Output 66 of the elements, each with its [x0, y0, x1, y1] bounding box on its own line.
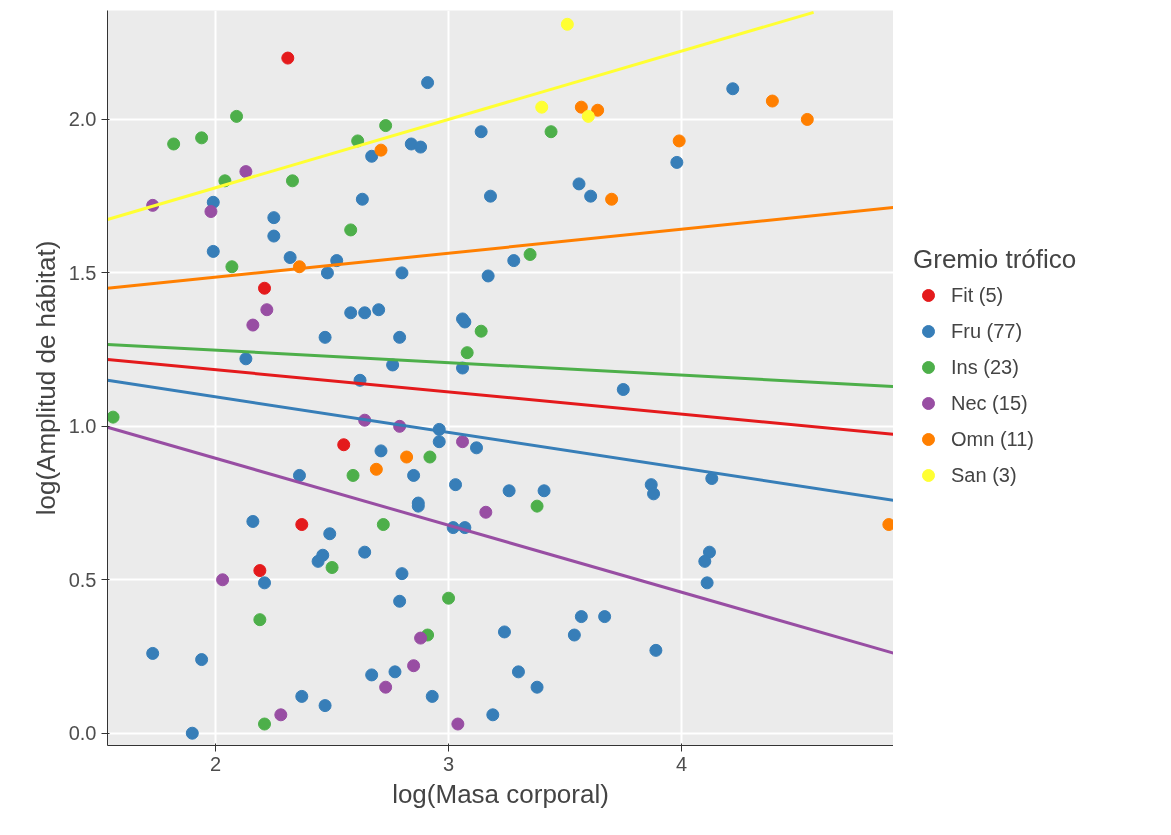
y-tick-label: 0.5 — [68, 568, 97, 591]
point — [281, 51, 295, 65]
point — [605, 192, 619, 206]
y-tick-label: 2.0 — [68, 108, 97, 131]
point — [258, 717, 272, 731]
point — [369, 462, 383, 476]
point — [456, 435, 470, 449]
point — [225, 260, 239, 274]
point — [451, 717, 465, 731]
point — [560, 17, 574, 31]
point — [414, 631, 428, 645]
point — [204, 205, 218, 218]
point — [216, 573, 230, 587]
point — [591, 103, 605, 117]
x-tick-label: 3 — [442, 752, 455, 775]
point — [379, 680, 393, 694]
point — [274, 708, 288, 722]
point — [379, 119, 393, 133]
y-axis-title: log(Amplitud de hábitat) — [30, 240, 61, 516]
legend-label: Fit (5) — [951, 282, 1004, 308]
point — [530, 499, 544, 513]
point — [107, 410, 120, 424]
y-tick-label: 1.0 — [68, 415, 97, 438]
point — [574, 100, 588, 114]
y-tick-label: 1.5 — [68, 261, 97, 284]
point — [230, 109, 244, 123]
legend-label: Fru (77) — [951, 318, 1023, 344]
point — [337, 438, 351, 452]
point — [479, 505, 493, 519]
point — [581, 109, 595, 123]
point — [407, 659, 421, 673]
y-tick-label: 0.0 — [68, 722, 97, 745]
x-tick-label: 4 — [675, 752, 688, 775]
point — [400, 450, 414, 464]
point — [239, 165, 253, 179]
point — [374, 143, 388, 157]
point — [376, 518, 390, 532]
point — [672, 134, 686, 148]
point — [474, 324, 488, 338]
point — [325, 561, 339, 574]
legend-label: San (3) — [951, 462, 1017, 488]
point — [765, 94, 779, 108]
point — [800, 112, 814, 126]
point — [260, 303, 274, 317]
x-tick-label: 2 — [210, 752, 222, 775]
point — [246, 318, 260, 332]
legend-label: Ins (23) — [951, 354, 1019, 380]
point — [344, 223, 358, 237]
point — [285, 174, 299, 188]
legend-label: Omn (11) — [951, 426, 1034, 452]
point — [544, 125, 558, 139]
point — [346, 468, 360, 482]
point — [442, 591, 456, 605]
point — [460, 346, 474, 360]
point — [523, 247, 537, 261]
point — [195, 131, 209, 145]
x-axis-title: log(Masa corporal) — [392, 778, 609, 809]
legend-title: Gremio trófico — [913, 244, 1077, 275]
point — [253, 564, 267, 578]
point — [535, 100, 549, 114]
point — [258, 281, 272, 295]
legend-label: Nec (15) — [951, 390, 1028, 416]
point — [423, 450, 437, 464]
point — [295, 518, 309, 532]
point — [167, 137, 181, 151]
point — [253, 613, 267, 627]
